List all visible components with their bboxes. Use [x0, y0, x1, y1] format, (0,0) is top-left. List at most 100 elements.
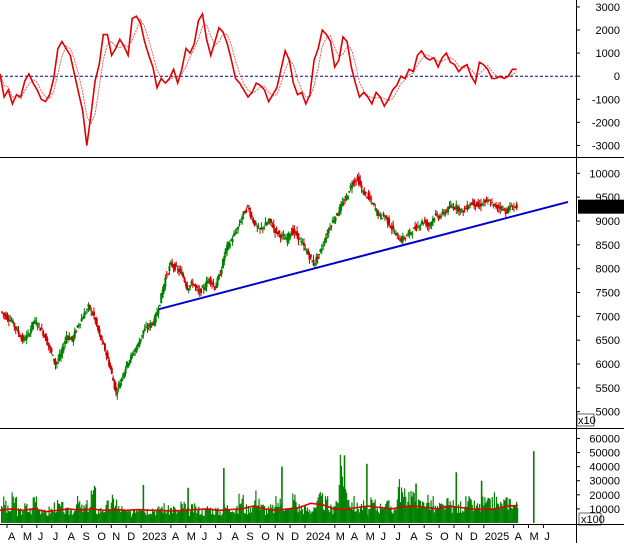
volume-bar	[258, 498, 260, 523]
volume-bar	[461, 512, 463, 523]
volume-bar	[29, 508, 31, 523]
volume-bar	[458, 512, 461, 523]
volume-bar	[19, 508, 22, 523]
price-candle	[237, 226, 240, 230]
price-candle	[320, 248, 323, 251]
volume-bar	[323, 510, 326, 523]
price-candle	[150, 322, 153, 326]
volume-bar	[474, 508, 477, 523]
price-candle	[500, 206, 503, 209]
price-axis-multiplier-box	[576, 413, 595, 427]
volume-bar	[466, 506, 468, 523]
volume-bar	[124, 510, 126, 523]
price-candle	[44, 333, 47, 342]
volume-bar	[38, 511, 41, 523]
price-candle	[239, 221, 242, 223]
price-candle	[209, 277, 212, 284]
volume-bar	[86, 500, 88, 523]
price-candle	[437, 216, 440, 219]
volume-bar	[13, 502, 15, 523]
volume-bar	[353, 496, 355, 523]
price-candle	[58, 354, 61, 360]
price-candle	[499, 206, 502, 210]
price-candle	[29, 328, 32, 334]
price-candle	[169, 261, 172, 265]
price-candle	[419, 224, 422, 226]
price-candle	[370, 199, 373, 201]
volume-bar	[477, 507, 480, 523]
volume-bar	[386, 501, 388, 523]
price-candle	[404, 237, 407, 239]
volume-bar	[212, 508, 214, 523]
time-tick-label: A	[172, 531, 180, 543]
volume-bar	[107, 500, 109, 523]
volume-spike-bar	[187, 487, 189, 523]
volume-bar	[88, 509, 90, 523]
price-candle	[297, 233, 300, 241]
price-candle	[511, 209, 514, 211]
volume-bar	[232, 511, 234, 523]
price-candle	[241, 216, 244, 220]
volume-bar	[389, 508, 391, 523]
price-candle	[184, 282, 187, 287]
price-candle	[503, 209, 506, 211]
price-candle	[76, 325, 79, 328]
volume-bar	[445, 505, 447, 523]
price-candle	[342, 203, 345, 205]
price-candle	[293, 228, 296, 234]
price-candle	[268, 218, 271, 222]
volume-bar	[396, 499, 398, 523]
price-candle	[372, 203, 375, 205]
volume-bar	[318, 493, 320, 523]
time-tick-label: A	[410, 531, 418, 543]
price-candle	[493, 203, 496, 206]
price-candle	[259, 228, 262, 230]
price-candle	[490, 202, 493, 204]
volume-bar	[405, 496, 407, 523]
volume-bar	[1, 505, 3, 523]
volume-bar	[264, 515, 267, 523]
price-candle	[127, 363, 130, 367]
volume-bar	[37, 510, 40, 523]
volume-bar	[138, 509, 140, 523]
volume-bar	[335, 500, 337, 523]
indicator-tick-label: -3000	[592, 140, 620, 152]
price-candle	[507, 207, 510, 211]
price-candle	[6, 315, 9, 320]
volume-bar	[52, 512, 54, 523]
volume-bar	[117, 508, 119, 523]
volume-bar	[215, 507, 217, 523]
price-candle	[348, 191, 351, 193]
price-candle	[94, 317, 97, 321]
price-candle	[64, 340, 67, 345]
volume-bar	[28, 512, 30, 523]
price-candle	[234, 232, 237, 234]
volume-bar	[284, 508, 287, 523]
volume-bar	[70, 509, 72, 523]
indicator-tick-label: -2000	[592, 117, 620, 129]
price-candle	[201, 286, 204, 288]
volume-bar	[488, 497, 490, 523]
volume-bar	[163, 503, 165, 523]
price-candle	[25, 335, 28, 340]
price-candle	[477, 202, 480, 207]
volume-bar	[351, 502, 353, 523]
volume-bar	[178, 511, 180, 523]
volume-bar	[470, 499, 472, 523]
price-candle	[212, 282, 215, 286]
volume-bar	[468, 496, 470, 523]
volume-bar	[136, 510, 138, 523]
price-candle	[191, 283, 194, 285]
volume-bar	[231, 512, 233, 523]
volume-bar	[423, 502, 425, 523]
volume-bar	[141, 510, 143, 523]
volume-bar	[219, 511, 221, 523]
volume-bar	[85, 504, 87, 523]
volume-bar	[195, 506, 197, 523]
volume-bar	[82, 511, 84, 523]
indicator-tick-label: 1000	[596, 48, 620, 60]
time-tick-label: D	[470, 531, 478, 543]
volume-bar	[387, 500, 389, 523]
price-candle	[171, 262, 174, 267]
volume-bar	[83, 505, 85, 523]
